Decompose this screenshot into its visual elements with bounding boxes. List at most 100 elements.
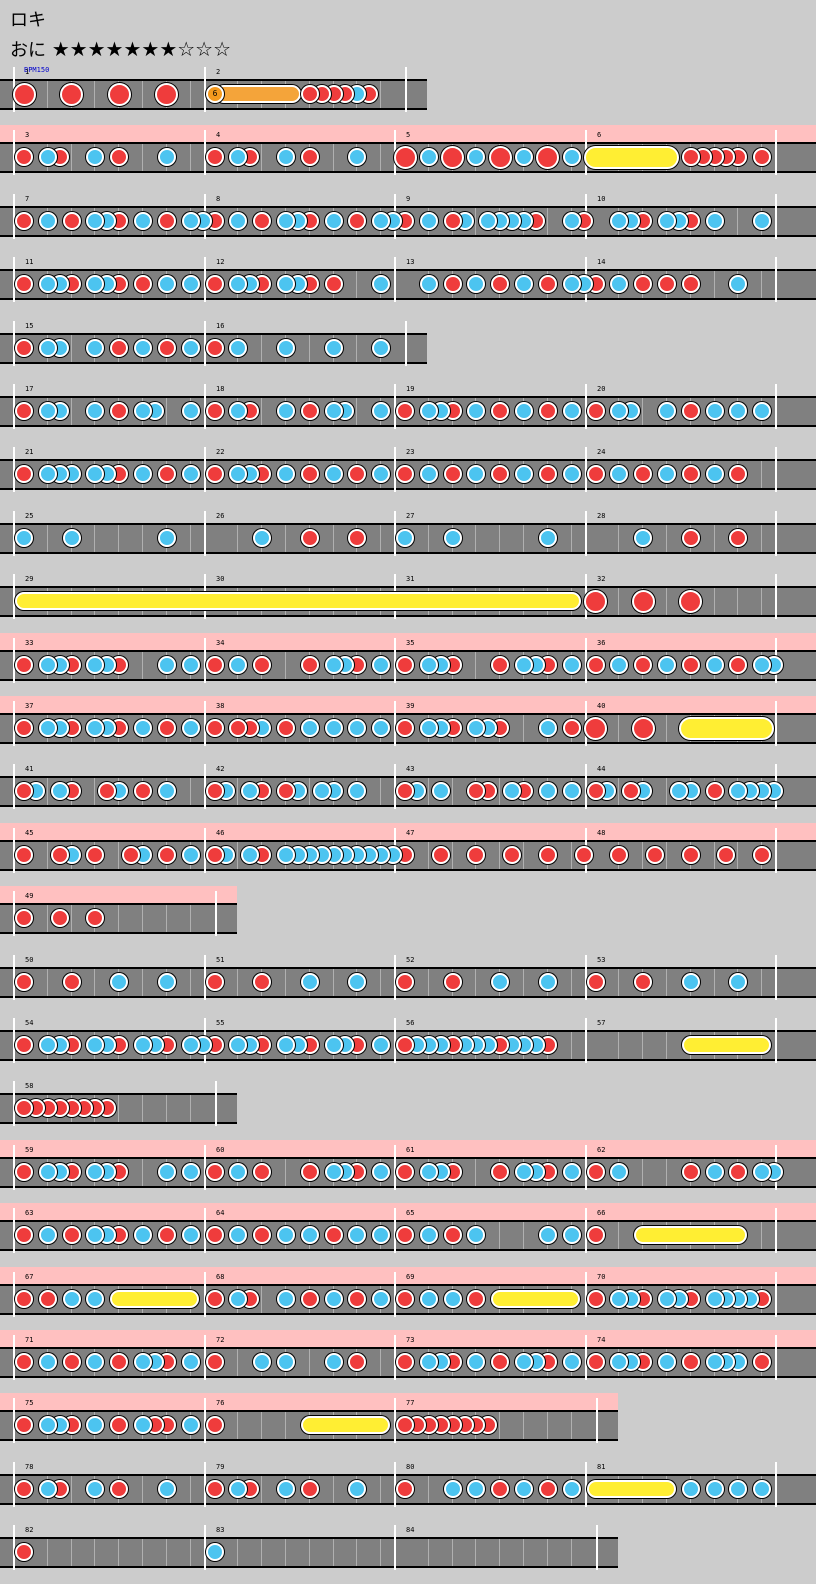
beat-line (94, 1539, 95, 1567)
ka-note (39, 719, 57, 737)
bar-line (13, 574, 15, 620)
beat-line (190, 1475, 191, 1503)
bar-line (394, 1398, 396, 1444)
bar-line (394, 1208, 396, 1254)
bar-line (775, 1208, 777, 1254)
don-note (63, 1226, 81, 1245)
ka-note (682, 972, 700, 991)
measure-number: 49 (25, 892, 34, 901)
don-note (110, 1416, 128, 1435)
beat-line (47, 81, 48, 108)
beat-line (261, 1285, 262, 1313)
measure-number: 69 (406, 1272, 415, 1281)
don-note (206, 782, 224, 801)
measure-number: 41 (25, 765, 34, 774)
ka-note (753, 1479, 771, 1498)
ka-note (610, 1353, 628, 1371)
beat-line (428, 524, 429, 552)
measure-number: 53 (597, 955, 606, 964)
bar-line (204, 701, 206, 746)
beat-line (237, 968, 238, 996)
beat-line (499, 1222, 500, 1250)
bar-line (775, 193, 777, 239)
beat-line (761, 588, 762, 616)
bar-line (596, 1398, 598, 1444)
don-note (206, 1416, 224, 1435)
beat-line (571, 841, 572, 869)
balloon-count: 6 (206, 85, 224, 103)
measure-number: 1 (25, 68, 30, 76)
beat-line (285, 524, 286, 552)
beat-line (142, 1158, 143, 1186)
don-note (15, 1543, 33, 1562)
bar-line (204, 1271, 206, 1317)
ka-note (634, 528, 652, 547)
ka-note (432, 782, 450, 801)
beat-line (642, 1032, 643, 1059)
beat-line (571, 1412, 572, 1440)
ka-note (467, 1479, 485, 1498)
note-lane: 78 79 80 81 (0, 1461, 816, 1507)
ka-note (134, 1416, 152, 1435)
beat-line (190, 524, 191, 552)
measure-number: 40 (597, 702, 606, 710)
beat-line (166, 1095, 167, 1123)
bar-line (13, 320, 15, 366)
don-note (587, 402, 605, 420)
bar-line (13, 447, 15, 493)
don-note (444, 275, 462, 294)
note-lane: 41 42 43 44 (0, 764, 816, 810)
don-note (444, 211, 462, 230)
ka-note (229, 465, 247, 484)
ka-note (539, 719, 557, 737)
bar-line (585, 1335, 587, 1380)
ka-note (563, 402, 581, 420)
beat-line (237, 1539, 238, 1567)
chart-row: 50 51 52 53 (0, 950, 816, 1014)
ka-note (348, 1479, 366, 1498)
bar-line (13, 1461, 15, 1507)
measure-number: 11 (25, 258, 34, 267)
bar-line (204, 1208, 206, 1254)
big-don-note (13, 83, 36, 106)
ka-note (563, 211, 581, 230)
ka-note (134, 338, 152, 357)
beat-line (285, 651, 286, 679)
ka-note (39, 1226, 57, 1245)
ka-note (420, 655, 438, 674)
measure-number: 70 (597, 1272, 606, 1281)
beat-line (190, 778, 191, 806)
measure-number: 67 (25, 1272, 34, 1281)
beat-line (118, 1095, 119, 1123)
beat-line (547, 1412, 548, 1440)
ka-note (706, 1479, 724, 1498)
bar-line (204, 320, 206, 366)
don-note (15, 148, 33, 167)
beat-line (94, 968, 95, 996)
bar-line (13, 1525, 15, 1571)
bar-line (585, 384, 587, 429)
measure-number: 12 (216, 258, 225, 267)
ka-note (158, 972, 176, 991)
bar-line (775, 1018, 777, 1063)
bar-line (405, 67, 407, 112)
ka-note (158, 148, 176, 167)
ka-note (86, 1162, 104, 1181)
beat-line (618, 778, 619, 806)
ka-note (539, 528, 557, 547)
beat-line (714, 271, 715, 299)
bar-line (585, 1144, 587, 1190)
don-note (158, 845, 176, 864)
don-note (491, 1162, 509, 1181)
measure-number: 80 (406, 1462, 415, 1471)
chart-row: 7 8 9 10 (0, 189, 816, 253)
measure-number: 7 (25, 194, 30, 203)
note-lane: 63 64 65 66 (0, 1208, 816, 1254)
measure-number: 58 (25, 1082, 34, 1091)
ka-note (515, 1162, 533, 1181)
don-note (396, 1479, 414, 1498)
ka-note (182, 465, 200, 484)
beat-line (237, 841, 238, 869)
measure-number: 39 (406, 702, 415, 710)
bar-line (13, 1144, 15, 1190)
